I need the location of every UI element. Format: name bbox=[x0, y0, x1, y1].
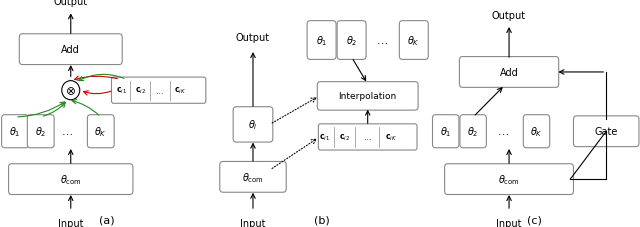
Text: (b): (b) bbox=[314, 215, 330, 225]
Text: $\theta_{\rm com}$: $\theta_{\rm com}$ bbox=[242, 170, 264, 184]
Text: $\theta_K$: $\theta_K$ bbox=[408, 34, 420, 48]
Text: $\mathbf{c}_{i2}$: $\mathbf{c}_{i2}$ bbox=[339, 132, 349, 143]
Text: $\theta_2$: $\theta_2$ bbox=[346, 34, 357, 48]
FancyBboxPatch shape bbox=[88, 115, 114, 148]
FancyBboxPatch shape bbox=[2, 115, 28, 148]
Text: $\ldots$: $\ldots$ bbox=[364, 133, 372, 142]
FancyBboxPatch shape bbox=[433, 115, 459, 148]
FancyBboxPatch shape bbox=[307, 22, 336, 60]
Text: Add: Add bbox=[500, 68, 518, 78]
Text: $\ldots$: $\ldots$ bbox=[156, 86, 164, 95]
Text: Output: Output bbox=[54, 0, 88, 7]
FancyBboxPatch shape bbox=[445, 164, 573, 195]
Text: $\ldots$: $\ldots$ bbox=[61, 127, 72, 137]
FancyBboxPatch shape bbox=[337, 22, 366, 60]
Text: $\mathbf{c}_{i1}$: $\mathbf{c}_{i1}$ bbox=[116, 86, 127, 96]
Text: Output: Output bbox=[492, 10, 526, 20]
Text: Output: Output bbox=[236, 33, 270, 43]
FancyBboxPatch shape bbox=[318, 124, 417, 150]
FancyBboxPatch shape bbox=[111, 78, 206, 104]
FancyBboxPatch shape bbox=[233, 107, 273, 143]
Text: $\mathbf{c}_{iK}$: $\mathbf{c}_{iK}$ bbox=[385, 132, 397, 143]
FancyBboxPatch shape bbox=[19, 35, 122, 65]
FancyBboxPatch shape bbox=[460, 115, 486, 148]
Text: $\theta_1$: $\theta_1$ bbox=[9, 125, 20, 138]
Text: $\theta_i$: $\theta_i$ bbox=[248, 118, 258, 132]
Text: $\ldots$: $\ldots$ bbox=[376, 36, 388, 46]
Text: Interpolation: Interpolation bbox=[339, 92, 397, 101]
Text: Input: Input bbox=[58, 218, 83, 227]
Text: Gate: Gate bbox=[595, 127, 618, 137]
Text: $\theta_2$: $\theta_2$ bbox=[35, 125, 47, 138]
Text: $\ldots$: $\ldots$ bbox=[497, 127, 509, 137]
FancyBboxPatch shape bbox=[524, 115, 550, 148]
Text: $\theta_{\rm com}$: $\theta_{\rm com}$ bbox=[60, 173, 82, 186]
Text: $\mathbf{c}_{iK}$: $\mathbf{c}_{iK}$ bbox=[174, 86, 186, 96]
FancyBboxPatch shape bbox=[220, 162, 286, 192]
Text: $\theta_K$: $\theta_K$ bbox=[530, 125, 543, 138]
FancyBboxPatch shape bbox=[28, 115, 54, 148]
FancyBboxPatch shape bbox=[8, 164, 133, 195]
FancyBboxPatch shape bbox=[573, 116, 639, 147]
Text: $\theta_{\rm com}$: $\theta_{\rm com}$ bbox=[498, 173, 520, 186]
Text: $\mathbf{c}_{i2}$: $\mathbf{c}_{i2}$ bbox=[135, 86, 146, 96]
Text: $\theta_1$: $\theta_1$ bbox=[316, 34, 328, 48]
Text: $\theta_1$: $\theta_1$ bbox=[440, 125, 451, 138]
FancyBboxPatch shape bbox=[399, 22, 428, 60]
FancyBboxPatch shape bbox=[460, 57, 559, 88]
Text: Add: Add bbox=[61, 45, 80, 55]
FancyBboxPatch shape bbox=[317, 82, 418, 111]
Text: $\otimes$: $\otimes$ bbox=[65, 84, 76, 97]
Text: $\mathbf{c}_{i1}$: $\mathbf{c}_{i1}$ bbox=[319, 132, 330, 143]
Text: Input: Input bbox=[496, 218, 522, 227]
Text: $\theta_2$: $\theta_2$ bbox=[467, 125, 479, 138]
Circle shape bbox=[61, 81, 80, 100]
Text: $\theta_K$: $\theta_K$ bbox=[94, 125, 107, 138]
Text: (c): (c) bbox=[527, 215, 542, 225]
Text: (a): (a) bbox=[99, 215, 115, 225]
Text: Input: Input bbox=[240, 218, 266, 227]
